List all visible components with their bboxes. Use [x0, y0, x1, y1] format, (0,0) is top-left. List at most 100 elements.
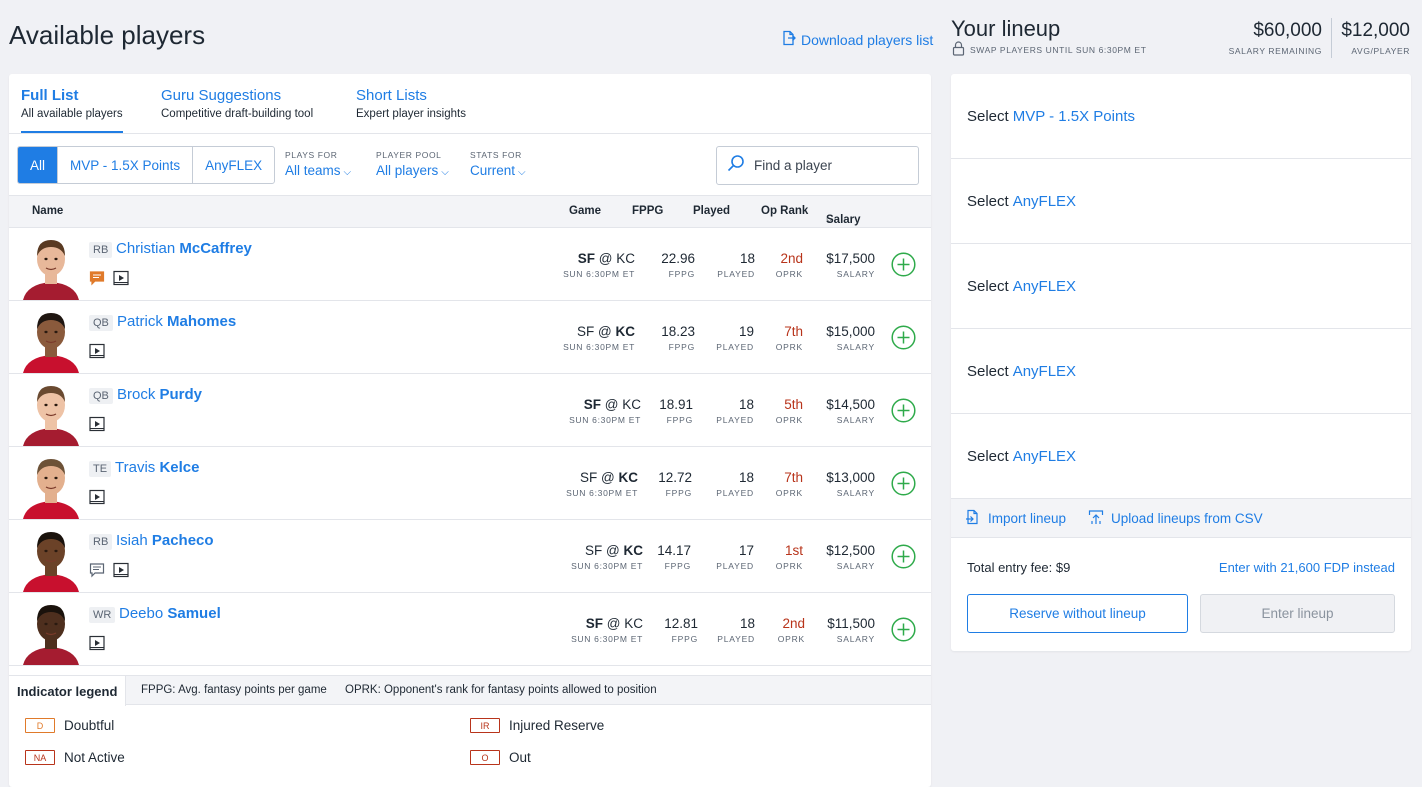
- salary-label: SALARY: [836, 561, 875, 571]
- tab-label: Short Lists: [356, 87, 427, 104]
- tab-short-lists[interactable]: Short Lists Expert player insights: [356, 87, 466, 120]
- fppg-label: FPPG: [668, 269, 695, 279]
- lineup-slot-flex-4[interactable]: Select AnyFLEX: [951, 414, 1411, 499]
- search-input[interactable]: [754, 158, 904, 173]
- player-pool-filter[interactable]: PLAYER POOL All players ⌵: [376, 150, 449, 178]
- player-indicator-icons: [89, 489, 105, 505]
- stats-for-filter[interactable]: STATS FOR Current ⌵: [470, 150, 526, 178]
- segment-mvp[interactable]: MVP - 1.5X Points: [58, 147, 194, 183]
- video-icon[interactable]: [113, 270, 129, 286]
- upload-csv-link[interactable]: Upload lineups from CSV: [1088, 509, 1263, 528]
- oprk-value: 2nd: [782, 616, 805, 631]
- add-player-button[interactable]: [891, 617, 916, 642]
- col-oprank[interactable]: Op Rank: [761, 205, 809, 217]
- fppg-cell: 12.81 FPPG: [664, 616, 698, 644]
- legend-note-fppg: FPPG: Avg. fantasy points per game: [141, 684, 327, 696]
- game-cell: SF @ KC SUN 6:30PM ET: [569, 397, 641, 425]
- col-salary-label: Salary: [826, 214, 861, 226]
- legend-code: O: [470, 750, 500, 765]
- add-player-button[interactable]: [891, 398, 916, 423]
- game-cell: SF @ KC SUN 6:30PM ET: [571, 616, 643, 644]
- tab-sublabel: All available players: [21, 108, 123, 120]
- player-name-link[interactable]: Travis Kelce: [115, 459, 199, 476]
- lineup-slot-mvp[interactable]: Select MVP - 1.5X Points: [951, 74, 1411, 159]
- oprk-cell: 2nd OPRK: [778, 616, 805, 644]
- salary-value: $11,500: [827, 616, 875, 631]
- slot-label: AnyFLEX: [1012, 277, 1077, 295]
- tab-full-list[interactable]: Full List All available players: [21, 87, 123, 133]
- player-name-link[interactable]: Brock Purdy: [117, 386, 202, 403]
- fppg-label: FPPG: [671, 634, 698, 644]
- fppg-cell: 18.23 FPPG: [661, 324, 695, 352]
- oprk-value: 2nd: [780, 251, 803, 266]
- col-fppg[interactable]: FPPG: [632, 205, 664, 217]
- salary-cell: $17,500 SALARY: [826, 251, 875, 279]
- salary-cell: $12,500 SALARY: [826, 543, 875, 571]
- entry-fee: Total entry fee: $9: [967, 560, 1071, 575]
- swap-note-text: SWAP PLAYERS UNTIL SUN 6:30PM ET: [970, 44, 1147, 55]
- player-last-name: Pacheco: [151, 532, 214, 549]
- plus-circle-icon: [891, 544, 916, 569]
- player-row[interactable]: TE Travis Kelce SF @ KC SUN 6:30PM ET 12.7…: [9, 447, 931, 520]
- oprk-value: 7th: [784, 470, 803, 485]
- select-word: Select: [967, 107, 1009, 125]
- tab-sublabel: Competitive draft-building tool: [161, 108, 314, 120]
- plus-circle-icon: [891, 325, 916, 350]
- player-name-link[interactable]: Deebo Samuel: [119, 605, 221, 622]
- legend-tab[interactable]: Indicator legend: [9, 676, 127, 706]
- legend-code: D: [25, 718, 55, 733]
- add-player-button[interactable]: [891, 325, 916, 350]
- news-icon[interactable]: [89, 562, 105, 578]
- download-players-link[interactable]: Download players list: [781, 30, 933, 49]
- player-name-link[interactable]: Christian McCaffrey: [116, 240, 252, 257]
- salary-value: $14,500: [826, 397, 875, 412]
- fppg-label: FPPG: [665, 488, 692, 498]
- player-row[interactable]: RB Christian McCaffrey SF @ KC SUN 6:30PM…: [9, 228, 931, 301]
- lineup-slot-flex-3[interactable]: Select AnyFLEX: [951, 329, 1411, 414]
- player-name-link[interactable]: Patrick Mahomes: [117, 313, 236, 330]
- player-row[interactable]: QB Patrick Mahomes SF @ KC SUN 6:30PM ET 1…: [9, 301, 931, 374]
- video-icon[interactable]: [89, 343, 105, 359]
- fppg-label: FPPG: [664, 561, 691, 571]
- tab-guru-suggestions[interactable]: Guru Suggestions Competitive draft-build…: [161, 87, 313, 120]
- video-icon[interactable]: [89, 489, 105, 505]
- plus-circle-icon: [891, 471, 916, 496]
- enter-with-fdp-link[interactable]: Enter with 21,600 FDP instead: [1218, 560, 1395, 575]
- plays-for-filter[interactable]: PLAYS FOR All teams ⌵: [285, 150, 351, 178]
- filter-label: STATS FOR: [470, 150, 522, 160]
- news-icon[interactable]: [89, 270, 105, 286]
- player-last-name: Purdy: [159, 386, 203, 403]
- segment-all[interactable]: All: [18, 147, 59, 183]
- select-word: Select: [967, 277, 1009, 295]
- away-team: SF: [577, 324, 595, 339]
- player-name-link[interactable]: Isiah Pacheco: [116, 532, 214, 549]
- oprk-value: 5th: [784, 397, 803, 412]
- game-time: SUN 6:30PM ET: [571, 561, 643, 571]
- player-row[interactable]: WR Deebo Samuel SF @ KC SUN 6:30PM ET 12.8…: [9, 593, 931, 666]
- oprk-value: 1st: [784, 543, 803, 558]
- oprk-label: OPRK: [777, 634, 805, 644]
- game-time: SUN 6:30PM ET: [563, 269, 635, 279]
- player-row[interactable]: QB Brock Purdy SF @ KC SUN 6:30PM ET 18.91…: [9, 374, 931, 447]
- col-name[interactable]: Name: [32, 205, 64, 217]
- player-search[interactable]: [716, 146, 919, 185]
- oprk-cell: 7th OPRK: [776, 324, 803, 352]
- add-player-button[interactable]: [891, 252, 916, 277]
- video-icon[interactable]: [89, 416, 105, 432]
- legend-label: Not Active: [64, 750, 125, 765]
- enter-lineup-button[interactable]: Enter lineup: [1200, 594, 1395, 633]
- col-played[interactable]: Played: [693, 205, 731, 217]
- segment-anyflex[interactable]: AnyFLEX: [205, 157, 263, 173]
- reserve-without-lineup-button[interactable]: Reserve without lineup: [967, 594, 1188, 633]
- player-row[interactable]: RB Isiah Pacheco SF @ KC SUN 6:30PM ET 14.…: [9, 520, 931, 593]
- video-icon[interactable]: [89, 635, 105, 651]
- import-lineup-link[interactable]: Import lineup: [965, 509, 1066, 528]
- add-player-button[interactable]: [891, 471, 916, 496]
- lineup-slot-flex-2[interactable]: Select AnyFLEX: [951, 244, 1411, 329]
- salary-label: SALARY: [836, 488, 875, 498]
- player-first-name: Brock: [117, 386, 156, 403]
- col-game[interactable]: Game: [569, 205, 601, 217]
- add-player-button[interactable]: [891, 544, 916, 569]
- video-icon[interactable]: [113, 562, 129, 578]
- lineup-slot-flex-1[interactable]: Select AnyFLEX: [951, 159, 1411, 244]
